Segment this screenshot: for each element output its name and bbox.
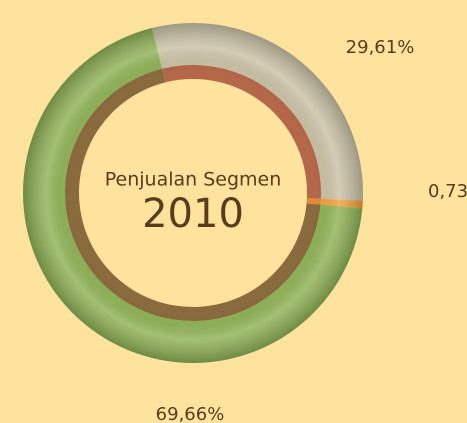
center-subtitle: 2010 — [142, 191, 244, 237]
value-label: 29,61% — [346, 37, 415, 58]
center-title: Penjualan Segmen — [105, 169, 282, 191]
value-label: 0,73% — [428, 181, 467, 202]
value-label: 69,66% — [156, 404, 225, 423]
